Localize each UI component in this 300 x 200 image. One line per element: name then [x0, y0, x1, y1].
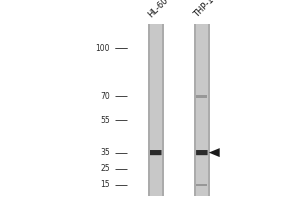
Text: 55: 55 — [100, 116, 110, 125]
Bar — [148, 24, 164, 196]
Text: HL-60: HL-60 — [146, 0, 170, 19]
Bar — [208, 24, 210, 196]
Polygon shape — [209, 148, 220, 157]
Text: 15: 15 — [100, 180, 110, 189]
Text: THP-1: THP-1 — [193, 0, 216, 19]
Bar — [196, 184, 207, 186]
Bar — [162, 24, 164, 196]
Text: 25: 25 — [100, 164, 110, 173]
FancyBboxPatch shape — [196, 150, 208, 155]
Text: 70: 70 — [100, 92, 110, 101]
Bar — [196, 95, 207, 98]
Bar — [194, 24, 196, 196]
FancyBboxPatch shape — [150, 150, 161, 155]
Bar — [148, 24, 150, 196]
Text: 35: 35 — [100, 148, 110, 157]
Text: 100: 100 — [95, 44, 110, 53]
Bar — [194, 24, 210, 196]
